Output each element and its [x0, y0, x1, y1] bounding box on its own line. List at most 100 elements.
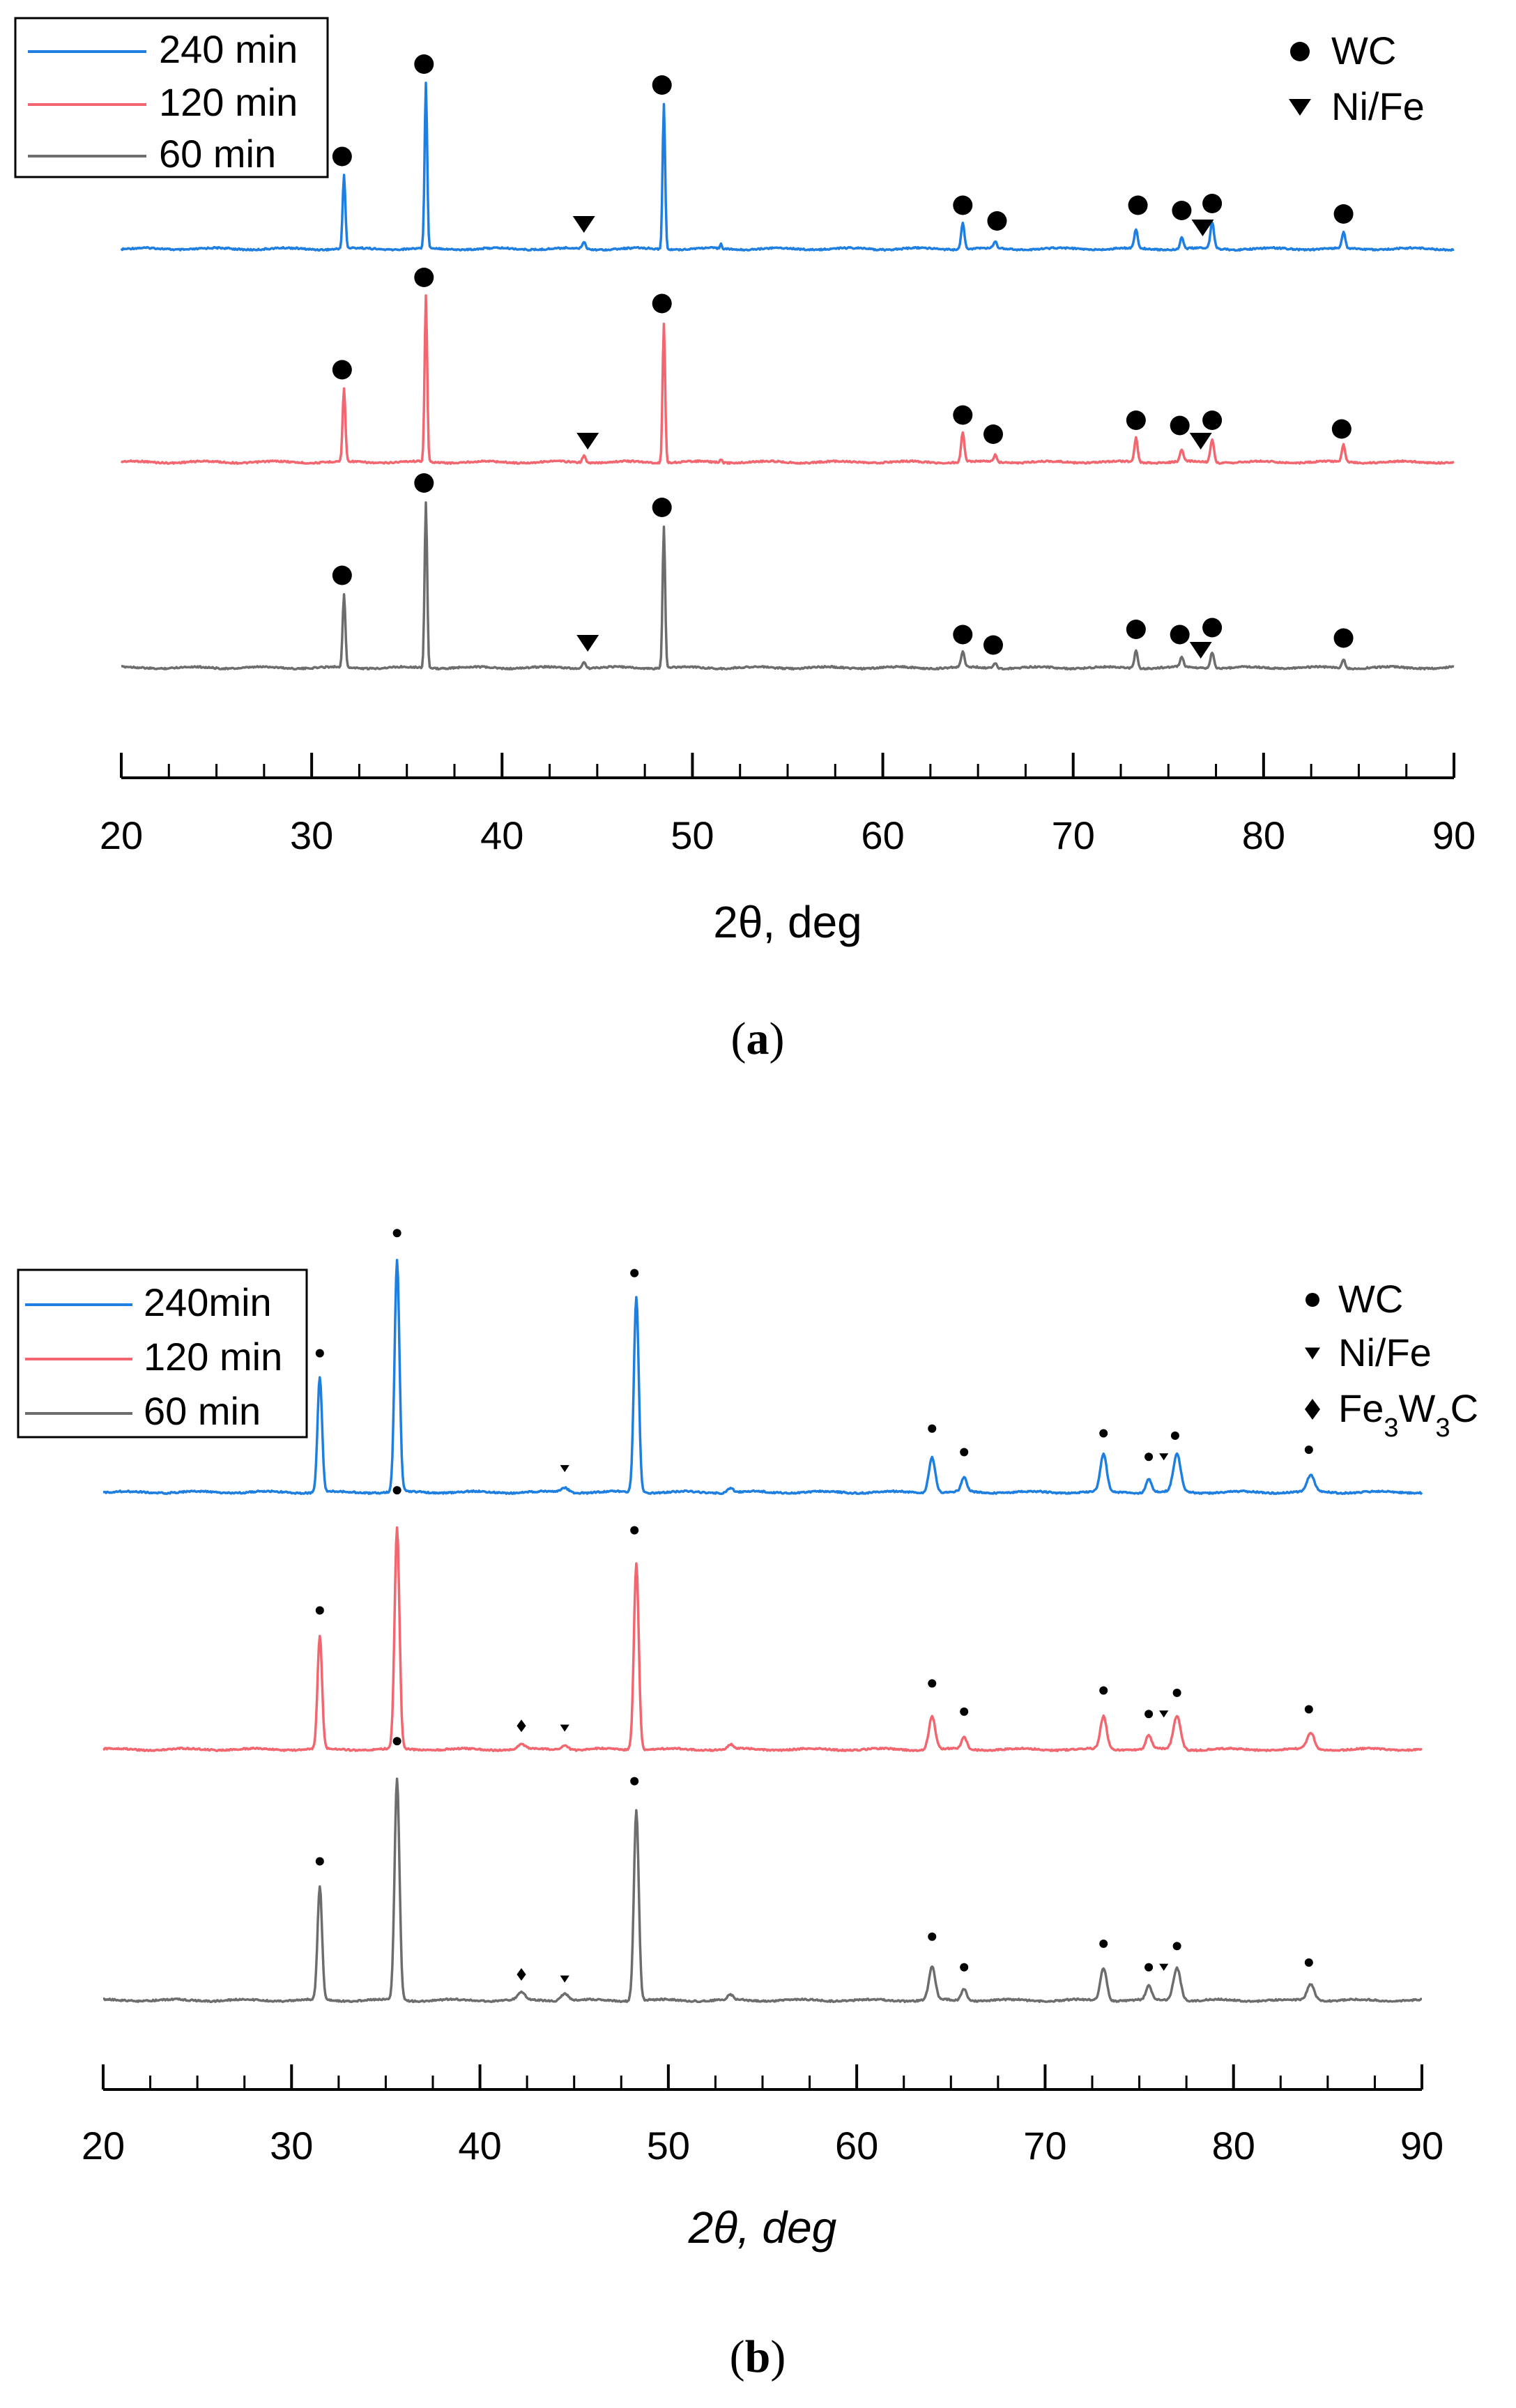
- dot-marker: [1172, 1688, 1181, 1697]
- phase-label-part: WC: [1331, 29, 1396, 72]
- circle-marker: [652, 293, 672, 314]
- legend-label: 60 min: [159, 132, 276, 176]
- dot-marker: [1144, 1452, 1154, 1462]
- legend-label: 240 min: [159, 27, 298, 71]
- dot-marker: [960, 1448, 969, 1457]
- spectrum-240min: [102, 1259, 1423, 1496]
- phase-label-part: Fe: [1338, 1386, 1384, 1430]
- x-tick-label: 60: [835, 2124, 878, 2168]
- dot-marker: [1304, 1445, 1313, 1455]
- dot-marker: [1144, 1710, 1154, 1719]
- diamond-marker: [516, 1719, 526, 1733]
- triangle-marker: [576, 433, 599, 450]
- phase-legend: WC Ni/Fe: [1289, 29, 1425, 128]
- dot-marker: [1099, 1686, 1108, 1695]
- circle-marker: [953, 624, 973, 645]
- x-tick-label: 40: [458, 2124, 501, 2168]
- dot-marker: [928, 1424, 937, 1433]
- circle-marker: [332, 360, 352, 380]
- smalltriangle-marker: [1159, 1453, 1169, 1461]
- legend-label: 120 min: [144, 1335, 282, 1379]
- phase-label-part: Ni/Fe: [1338, 1330, 1432, 1374]
- panel-caption: (a): [731, 1013, 785, 1064]
- x-axis-label: 2θ, deg: [713, 897, 862, 947]
- x-tick-label: 20: [82, 2124, 125, 2168]
- x-tick-label: 50: [647, 2124, 690, 2168]
- phase-legend: WC Ni/Fe Fe3W3C: [1305, 1277, 1478, 1443]
- phase-legend-label: Ni/Fe: [1338, 1330, 1432, 1374]
- dot-marker: [1304, 1705, 1313, 1714]
- dot-marker: [1099, 1429, 1108, 1438]
- dot-marker: [1170, 1431, 1179, 1440]
- dot-marker: [928, 1679, 937, 1688]
- dot-marker: [960, 1963, 969, 1972]
- circle-marker: [1126, 620, 1146, 639]
- circle-marker: [332, 146, 352, 167]
- x-tick-label: 30: [290, 813, 333, 857]
- dot-marker: [315, 1857, 324, 1866]
- series-legend: 240 min 120 min 60 min: [14, 17, 329, 178]
- caption-part: ): [770, 1013, 785, 1064]
- legend-box: [17, 1268, 308, 1439]
- dot-marker: [1304, 1958, 1313, 1967]
- circle-legend-icon: [1290, 42, 1310, 61]
- smalltriangle-marker: [1159, 1963, 1169, 1971]
- phase-legend-label: Fe3W3C: [1338, 1386, 1478, 1443]
- smalltriangle-legend-icon: [1305, 1347, 1320, 1360]
- triangle-legend-icon: [1289, 99, 1311, 116]
- smalltriangle-marker: [1159, 1710, 1169, 1718]
- dot-marker: [315, 1349, 324, 1358]
- triangle-marker: [576, 635, 599, 652]
- phase-legend-label: Ni/Fe: [1331, 84, 1425, 128]
- circle-marker: [332, 565, 352, 585]
- circle-marker: [652, 498, 672, 517]
- x-tick-label: 80: [1242, 813, 1285, 857]
- circle-marker: [987, 211, 1007, 231]
- x-tick-label: 80: [1212, 2124, 1255, 2168]
- circle-marker: [1128, 195, 1148, 215]
- caption-part: b: [745, 2331, 771, 2382]
- spectrum-120min: [102, 1526, 1423, 1753]
- x-tick-label: 50: [671, 813, 714, 857]
- dot-marker: [1172, 1942, 1181, 1951]
- circle-marker: [414, 473, 434, 493]
- circle-marker: [983, 635, 1003, 655]
- dot-marker: [315, 1606, 324, 1615]
- x-tick-label: 40: [480, 813, 523, 857]
- caption-part: a: [746, 1013, 770, 1064]
- x-tick-label: 70: [1023, 2124, 1066, 2168]
- legend-label: 60 min: [144, 1389, 261, 1433]
- legend-label: 120 min: [159, 80, 298, 124]
- circle-marker: [983, 424, 1003, 444]
- dot-legend-icon: [1306, 1293, 1319, 1307]
- dot-marker: [392, 1229, 401, 1238]
- circle-marker: [1333, 204, 1354, 224]
- triangle-marker: [1189, 642, 1212, 659]
- spectrum-240min: [120, 82, 1455, 252]
- phase-label-part: W: [1399, 1386, 1436, 1430]
- phase-label-part: WC: [1338, 1277, 1403, 1321]
- x-axis-label: 2θ, deg: [688, 2202, 837, 2253]
- dot-marker: [392, 1486, 401, 1495]
- dot-marker: [1144, 1963, 1154, 1972]
- circle-marker: [414, 268, 434, 287]
- circle-marker: [1202, 411, 1223, 430]
- series-legend: 240min 120 min 60 min: [17, 1268, 308, 1439]
- spectrum-120min: [120, 294, 1455, 466]
- dot-marker: [630, 1526, 639, 1535]
- x-tick-label: 20: [100, 813, 143, 857]
- caption-part: (: [731, 1013, 746, 1064]
- circle-marker: [953, 195, 973, 215]
- circle-marker: [1331, 419, 1352, 439]
- circle-marker: [1126, 411, 1146, 430]
- legend-label: 240min: [144, 1280, 272, 1324]
- phase-label-part: Ni/Fe: [1331, 84, 1425, 128]
- dot-marker: [928, 1932, 937, 1941]
- dot-marker: [630, 1777, 639, 1786]
- legend-box: [14, 17, 329, 178]
- dot-marker: [392, 1737, 401, 1746]
- diamond-marker: [516, 1968, 526, 1981]
- x-tick-label: 70: [1052, 813, 1095, 857]
- circle-marker: [1333, 628, 1354, 648]
